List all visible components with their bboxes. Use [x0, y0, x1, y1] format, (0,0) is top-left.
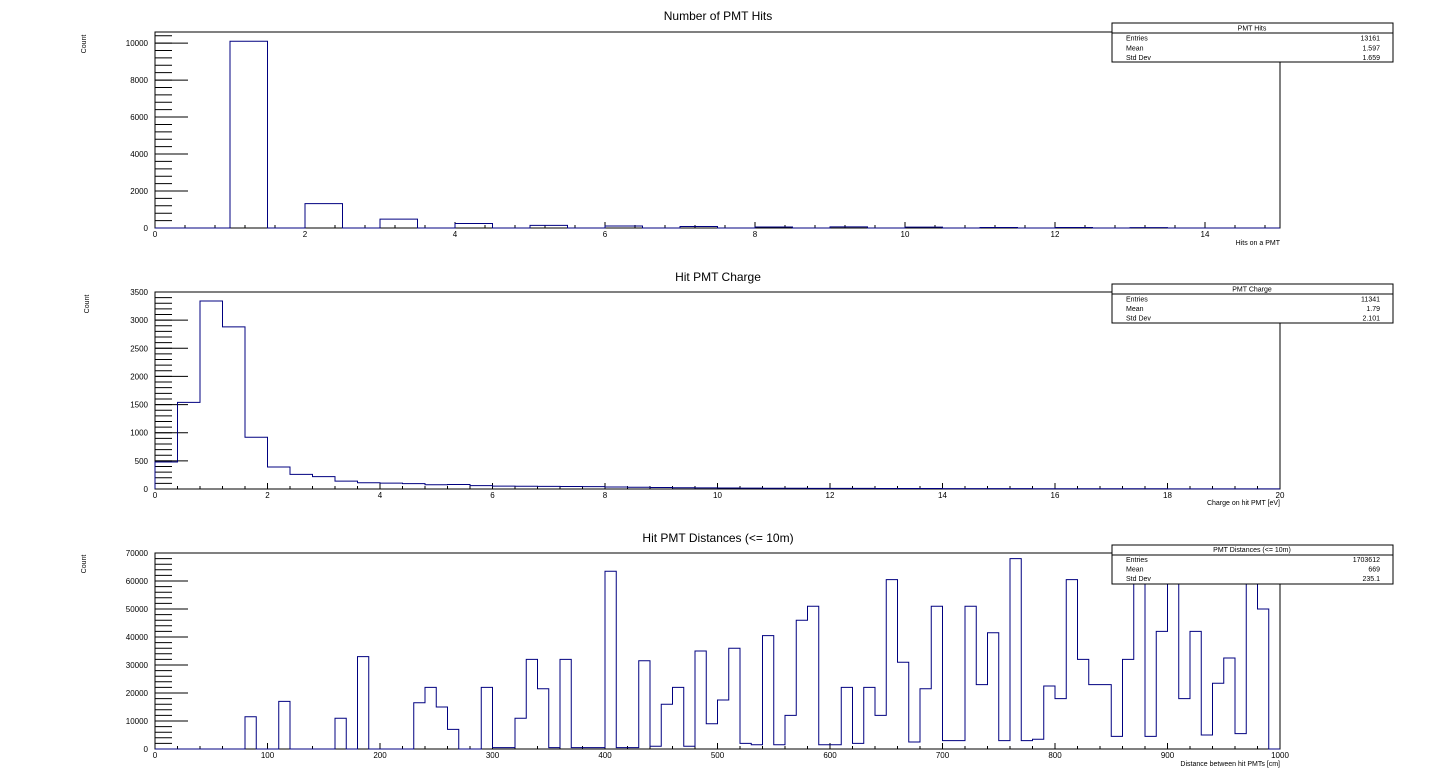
x-tick-label: 1000	[1271, 751, 1289, 760]
stats-box-frame	[1111, 544, 1394, 585]
x-tick-label: 0	[153, 230, 158, 239]
stats-stddev-value: 2.101	[1362, 316, 1380, 323]
y-tick-label: 500	[135, 457, 149, 466]
stats-box-title: PMT Charge	[1232, 287, 1272, 294]
x-tick-label: 200	[373, 751, 387, 760]
histogram-pmt-distances	[155, 558, 1280, 750]
histogram-pmt-charge	[154, 300, 1280, 490]
stats-box-title: PMT Hits	[1238, 26, 1267, 33]
stats-mean-value: 1.79	[1366, 306, 1380, 313]
stats-mean-label: Mean	[1126, 46, 1144, 53]
y-tick-label: 10000	[126, 39, 149, 48]
plot-frame-pmt-charge	[154, 291, 1281, 490]
x-axis-label-pmt-distances: Distance between hit PMTs [cm]	[1180, 761, 1280, 768]
axes-pmt-hits: 0 2000 4000 6000 8000 10000 0 2 4 6 8 10 12 14	[126, 35, 1266, 239]
stats-mean-value: 1.597	[1362, 46, 1380, 53]
x-tick-label: 12	[1051, 230, 1060, 239]
y-tick-label: 1000	[130, 429, 148, 438]
x-tick-label: 4	[378, 491, 383, 500]
x-tick-label: 4	[453, 230, 458, 239]
stats-box-frame	[1111, 283, 1394, 324]
stats-box-pmt-charge: PMT Charge Entries 11341 Mean 1.79 Std D…	[1111, 283, 1394, 324]
x-tick-label: 8	[603, 491, 608, 500]
y-tick-label: 1500	[130, 401, 148, 410]
y-tick-label: 10000	[126, 717, 149, 726]
y-tick-label: 3000	[130, 316, 148, 325]
stats-entries-label: Entries	[1126, 557, 1148, 564]
x-tick-label: 100	[261, 751, 275, 760]
stats-stddev-label: Std Dev	[1126, 55, 1151, 62]
x-tick-label: 600	[823, 751, 837, 760]
x-tick-label: 300	[486, 751, 500, 760]
chart-title-pmt-charge: Hit PMT Charge	[675, 270, 761, 284]
x-tick-label: 0	[153, 751, 158, 760]
stats-entries-value: 13161	[1361, 36, 1381, 43]
x-tick-label: 700	[936, 751, 950, 760]
panel-pmt-charge: Hit PMT Charge Count 0 500 1000 1500 2000 250…	[84, 270, 1394, 507]
x-tick-label: 14	[1201, 230, 1210, 239]
stats-box-pmt-distances: PMT Distances (<= 10m) Entries 1703612 M…	[1111, 544, 1394, 585]
x-tick-label: 8	[753, 230, 758, 239]
stats-stddev-value: 235.1	[1362, 576, 1380, 583]
y-tick-label: 2000	[130, 187, 148, 196]
y-axis-label-pmt-charge: Count	[84, 295, 91, 314]
panel-pmt-hits: Number of PMT Hits Count 020004000600080…	[81, 9, 1394, 247]
x-tick-label: 16	[1051, 491, 1060, 500]
stats-entries-label: Entries	[1126, 297, 1148, 304]
histogram-pmt-hits	[155, 40, 1280, 229]
y-tick-label: 2000	[130, 372, 148, 381]
chart-title-pmt-distances: Hit PMT Distances (<= 10m)	[642, 531, 793, 545]
x-tick-label: 0	[153, 491, 158, 500]
x-tick-label: 12	[826, 491, 835, 500]
y-tick-label: 0	[144, 224, 149, 233]
y-tick-label: 30000	[126, 661, 149, 670]
y-tick-label: 3500	[130, 288, 148, 297]
x-tick-label: 14	[938, 491, 947, 500]
y-tick-label: 20000	[126, 689, 149, 698]
x-tick-label: 18	[1163, 491, 1172, 500]
y-tick-label: 50000	[126, 605, 149, 614]
stats-entries-label: Entries	[1126, 36, 1148, 43]
y-axis-label-pmt-distances: Count	[81, 555, 88, 574]
panel-pmt-distances: Hit PMT Distances (<= 10m) Count 0100002…	[81, 531, 1394, 768]
chart-title-pmt-hits: Number of PMT Hits	[664, 9, 772, 23]
stats-box-pmt-hits: PMT Hits Entries 13161 Mean 1.597 Std De…	[1111, 22, 1394, 63]
stats-box-frame	[1111, 22, 1394, 63]
y-tick-label: 0	[144, 745, 149, 754]
y-tick-label: 2500	[130, 344, 148, 353]
y-tick-label: 4000	[130, 150, 148, 159]
stats-stddev-label: Std Dev	[1126, 576, 1151, 583]
x-tick-label: 10	[713, 491, 722, 500]
x-tick-label: 800	[1048, 751, 1062, 760]
x-tick-label: 10	[901, 230, 910, 239]
stats-mean-label: Mean	[1126, 567, 1144, 574]
plot-frame-pmt-hits	[154, 31, 1281, 229]
axes-pmt-distances: 0 10000 20000 30000 40000 50000 60000 70000 0 100…	[126, 549, 1290, 760]
x-tick-label: 20	[1276, 491, 1285, 500]
stats-mean-value: 669	[1368, 567, 1380, 574]
x-tick-label: 2	[265, 491, 270, 500]
y-tick-label: 60000	[126, 577, 149, 586]
y-tick-label: 8000	[130, 76, 148, 85]
x-axis-label-pmt-charge: Charge on hit PMT [eV]	[1207, 500, 1280, 507]
stats-stddev-value: 1.659	[1362, 55, 1380, 62]
x-tick-label: 6	[490, 491, 495, 500]
x-tick-label: 400	[598, 751, 612, 760]
y-tick-label: 6000	[130, 113, 148, 122]
y-tick-label: 70000	[126, 549, 149, 558]
x-tick-label: 2	[303, 230, 308, 239]
stats-mean-label: Mean	[1126, 306, 1144, 313]
x-tick-label: 6	[603, 230, 608, 239]
stats-box-title: PMT Distances (<= 10m)	[1213, 547, 1291, 554]
x-tick-label: 500	[711, 751, 725, 760]
stats-stddev-label: Std Dev	[1126, 316, 1151, 323]
x-tick-label: 900	[1161, 751, 1175, 760]
y-tick-label: 0	[144, 485, 149, 494]
stats-entries-value: 1703612	[1353, 557, 1380, 564]
y-tick-label: 40000	[126, 633, 149, 642]
stats-entries-value: 11341	[1361, 297, 1380, 304]
y-axis-label-pmt-hits: Count	[81, 35, 88, 54]
x-axis-label-pmt-hits: Hits on a PMT	[1236, 240, 1281, 247]
